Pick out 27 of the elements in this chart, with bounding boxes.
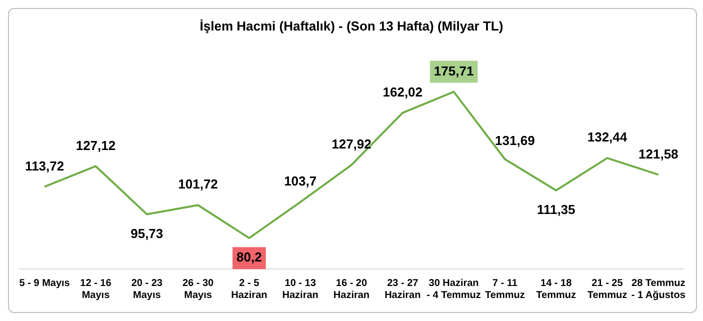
x-tick-label: 23 - 27 Haziran xyxy=(384,278,421,301)
data-label: 131,69 xyxy=(495,132,535,148)
data-label: 103,7 xyxy=(284,174,317,189)
x-tick-label: 26 - 30 Mayıs xyxy=(182,278,214,301)
data-label: 113,72 xyxy=(25,158,64,174)
x-tick-label: 30 Haziran - 4 Temmuz xyxy=(426,278,481,301)
x-tick-label: 28 Temmuz - 1 Ağustos xyxy=(631,278,686,301)
x-tick-label: 2 - 5 Haziran xyxy=(231,278,268,301)
data-label: 111,35 xyxy=(536,202,576,217)
data-label: 132,44 xyxy=(587,130,628,145)
data-label: 101,72 xyxy=(178,176,218,192)
data-label: 127,92 xyxy=(332,136,372,152)
x-tick-label: 21 - 25 Temmuz xyxy=(587,278,628,301)
data-label: 95,73 xyxy=(130,226,164,241)
chart-title: İşlem Hacmi (Haftalık) - (Son 13 Hafta) (Milyar TL) xyxy=(200,18,504,34)
x-tick-label: 12 - 16 Mayıs xyxy=(80,278,112,301)
data-label: 162,02 xyxy=(382,84,423,100)
data-label: 175,71 xyxy=(434,63,474,78)
x-tick-label: 10 - 13 Haziran xyxy=(282,278,318,301)
data-label: 80,2 xyxy=(236,250,262,265)
x-tick-label: 16 - 20 Haziran xyxy=(333,278,370,301)
x-tick-label: 5 - 9 Mayıs xyxy=(19,278,70,289)
x-tick-label: 7 - 11 Temmuz xyxy=(485,278,525,301)
data-label: 127,12 xyxy=(76,138,116,153)
x-tick-label: 14 - 18 Temmuz xyxy=(536,278,576,301)
x-tick-label: 20 - 23 Mayıs xyxy=(131,278,163,301)
data-label: 121,58 xyxy=(638,146,678,162)
